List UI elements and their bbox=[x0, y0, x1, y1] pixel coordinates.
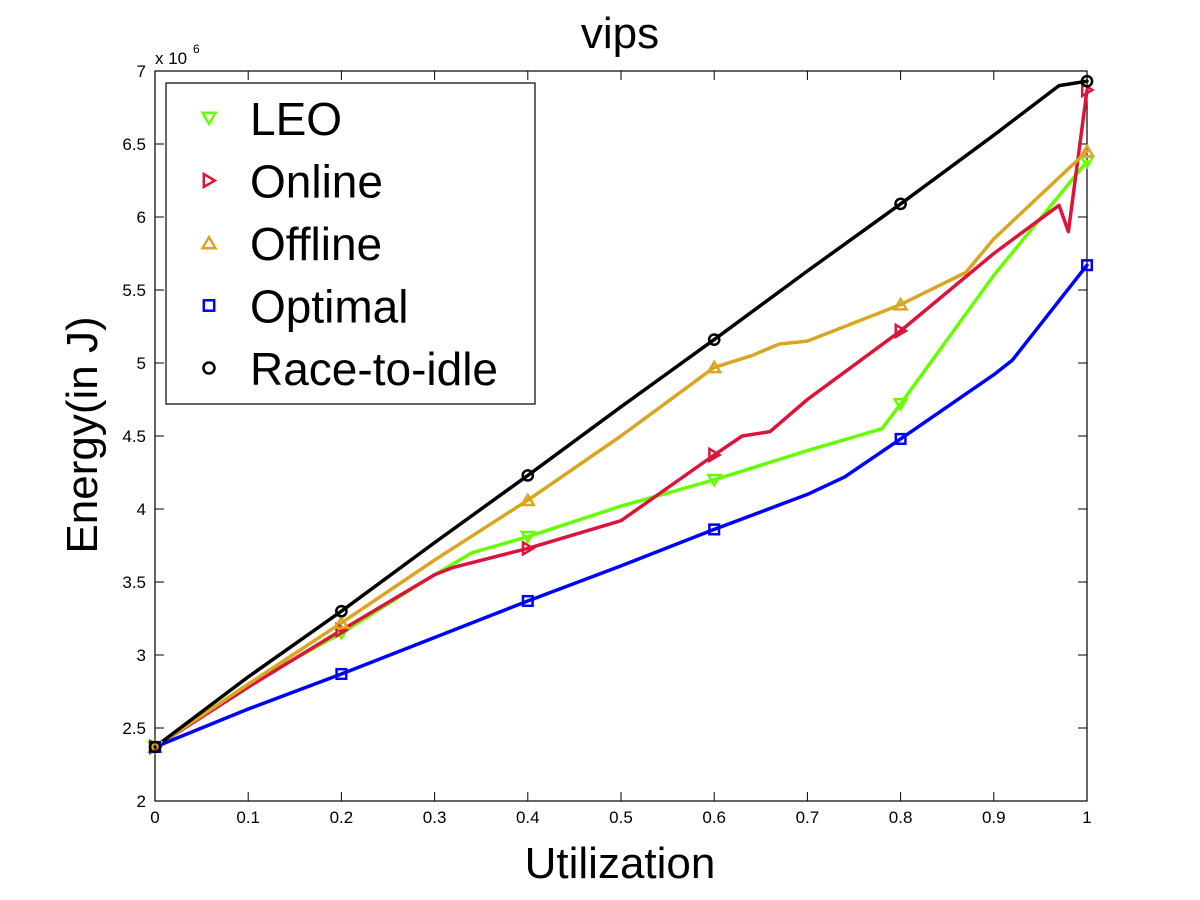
legend-marker-leo bbox=[200, 111, 218, 127]
series-line-optimal bbox=[153, 263, 1089, 749]
legend-marker-race-to-idle bbox=[202, 361, 216, 375]
x-tick-label: 0.5 bbox=[609, 808, 633, 827]
y-tick-label: 5 bbox=[137, 354, 146, 373]
legend-label-leo: LEO bbox=[250, 93, 342, 145]
data-point-optimal bbox=[521, 594, 534, 608]
data-point-optimal bbox=[335, 667, 348, 681]
y-tick-label: 2.5 bbox=[122, 719, 146, 738]
y-tick-label: 4.5 bbox=[122, 427, 146, 446]
series-line-offline bbox=[153, 149, 1089, 749]
data-point-offline bbox=[892, 296, 909, 311]
x-tick-label: 0 bbox=[150, 808, 159, 827]
x-axis-ticks: 0 0.1 0.2 0.3 0.4 0.5 0.6 0.7 0.8 0.9 1 bbox=[150, 71, 1092, 827]
data-point-race-to-idle bbox=[335, 604, 348, 618]
legend-box bbox=[165, 82, 536, 405]
legend-label-offline: Offline bbox=[250, 218, 382, 270]
legend-label-race-to-idle: Race-to-idle bbox=[250, 343, 498, 395]
y-tick-label: 6 bbox=[137, 208, 146, 227]
data-point-race-to-idle bbox=[521, 469, 535, 482]
data-point-optimal bbox=[894, 432, 907, 445]
data-point-online bbox=[708, 446, 723, 464]
x-tick-label: 0.8 bbox=[889, 808, 913, 827]
legend-label-online: Online bbox=[250, 156, 383, 208]
x-tick-label: 0.7 bbox=[796, 808, 820, 827]
x-tick-label: 1 bbox=[1082, 808, 1091, 827]
legend-marker-offline bbox=[200, 234, 218, 250]
y-multiplier-base: x 10 bbox=[155, 49, 187, 68]
legend-label-optimal: Optimal bbox=[250, 281, 408, 333]
y-tick-label: 6.5 bbox=[122, 135, 146, 154]
series-lines bbox=[153, 79, 1089, 749]
legend-marker-optimal bbox=[202, 299, 216, 312]
data-point-offline bbox=[519, 492, 536, 507]
y-tick-label: 3.5 bbox=[122, 573, 146, 592]
legend: LEO Online Offline Optimal Race-to-idle bbox=[165, 82, 536, 405]
y-axis-multiplier: x 10 6 bbox=[155, 42, 200, 68]
y-multiplier-exponent: 6 bbox=[193, 42, 200, 56]
data-point-offline bbox=[706, 359, 723, 374]
y-tick-label: 5.5 bbox=[122, 281, 146, 300]
data-point-leo bbox=[706, 473, 723, 488]
data-point-race-to-idle bbox=[707, 333, 721, 346]
x-axis-label: Utilization bbox=[525, 839, 716, 888]
data-point-leo bbox=[892, 397, 909, 412]
x-tick-label: 0.2 bbox=[330, 808, 354, 827]
y-tick-label: 7 bbox=[137, 62, 146, 81]
y-tick-label: 3 bbox=[137, 646, 146, 665]
x-tick-label: 0.4 bbox=[516, 808, 540, 827]
data-point-race-to-idle bbox=[148, 740, 162, 754]
data-point-race-to-idle bbox=[1080, 74, 1094, 88]
data-point-optimal bbox=[708, 523, 721, 536]
data-point-race-to-idle bbox=[894, 197, 907, 211]
data-point-offline bbox=[333, 615, 350, 629]
y-axis-ticks: 2 2.5 3 3.5 4 4.5 5 5.5 6 6.5 7 bbox=[122, 62, 1087, 811]
x-tick-label: 0.9 bbox=[982, 808, 1006, 827]
data-point-online bbox=[894, 322, 909, 340]
series-markers bbox=[146, 74, 1096, 756]
y-tick-label: 2 bbox=[137, 792, 146, 811]
series-line-race-to-idle bbox=[153, 79, 1089, 749]
legend-marker-online bbox=[202, 171, 218, 190]
y-tick-label: 4 bbox=[137, 500, 146, 519]
data-point-online bbox=[521, 540, 536, 557]
chart-title: vips bbox=[581, 9, 659, 58]
x-tick-label: 0.3 bbox=[423, 808, 447, 827]
x-tick-label: 0.6 bbox=[702, 808, 726, 827]
series-line-online bbox=[153, 88, 1089, 749]
y-axis-label: Energy(in J) bbox=[58, 316, 107, 553]
data-point-optimal bbox=[1080, 259, 1094, 272]
data-point-offline bbox=[1078, 143, 1096, 158]
data-point-leo bbox=[519, 530, 536, 545]
x-tick-label: 0.1 bbox=[236, 808, 260, 827]
